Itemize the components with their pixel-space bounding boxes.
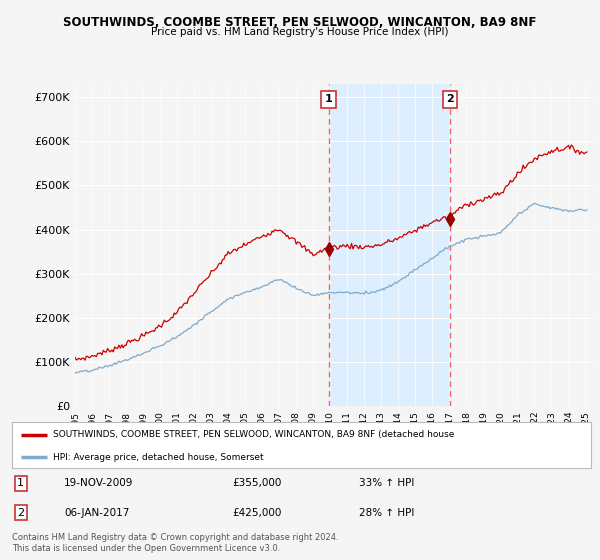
Text: HPI: Average price, detached house, Somerset: HPI: Average price, detached house, Some… (53, 453, 263, 462)
Text: Price paid vs. HM Land Registry's House Price Index (HPI): Price paid vs. HM Land Registry's House … (151, 27, 449, 37)
Text: SOUTHWINDS, COOMBE STREET, PEN SELWOOD, WINCANTON, BA9 8NF: SOUTHWINDS, COOMBE STREET, PEN SELWOOD, … (64, 16, 536, 29)
Text: 19-NOV-2009: 19-NOV-2009 (64, 478, 133, 488)
Bar (329, 84, 450, 406)
Text: 06-JAN-2017: 06-JAN-2017 (64, 508, 130, 518)
Text: SOUTHWINDS, COOMBE STREET, PEN SELWOOD, WINCANTON, BA9 8NF (detached house: SOUTHWINDS, COOMBE STREET, PEN SELWOOD, … (53, 430, 454, 439)
Text: 1: 1 (17, 478, 24, 488)
Text: 28% ↑ HPI: 28% ↑ HPI (359, 508, 415, 518)
Text: £355,000: £355,000 (232, 478, 281, 488)
Text: 2: 2 (17, 508, 24, 518)
Text: £425,000: £425,000 (232, 508, 281, 518)
Text: 1: 1 (325, 95, 332, 104)
Text: 33% ↑ HPI: 33% ↑ HPI (359, 478, 415, 488)
Text: Contains HM Land Registry data © Crown copyright and database right 2024.
This d: Contains HM Land Registry data © Crown c… (12, 533, 338, 553)
Text: 2: 2 (446, 95, 454, 104)
